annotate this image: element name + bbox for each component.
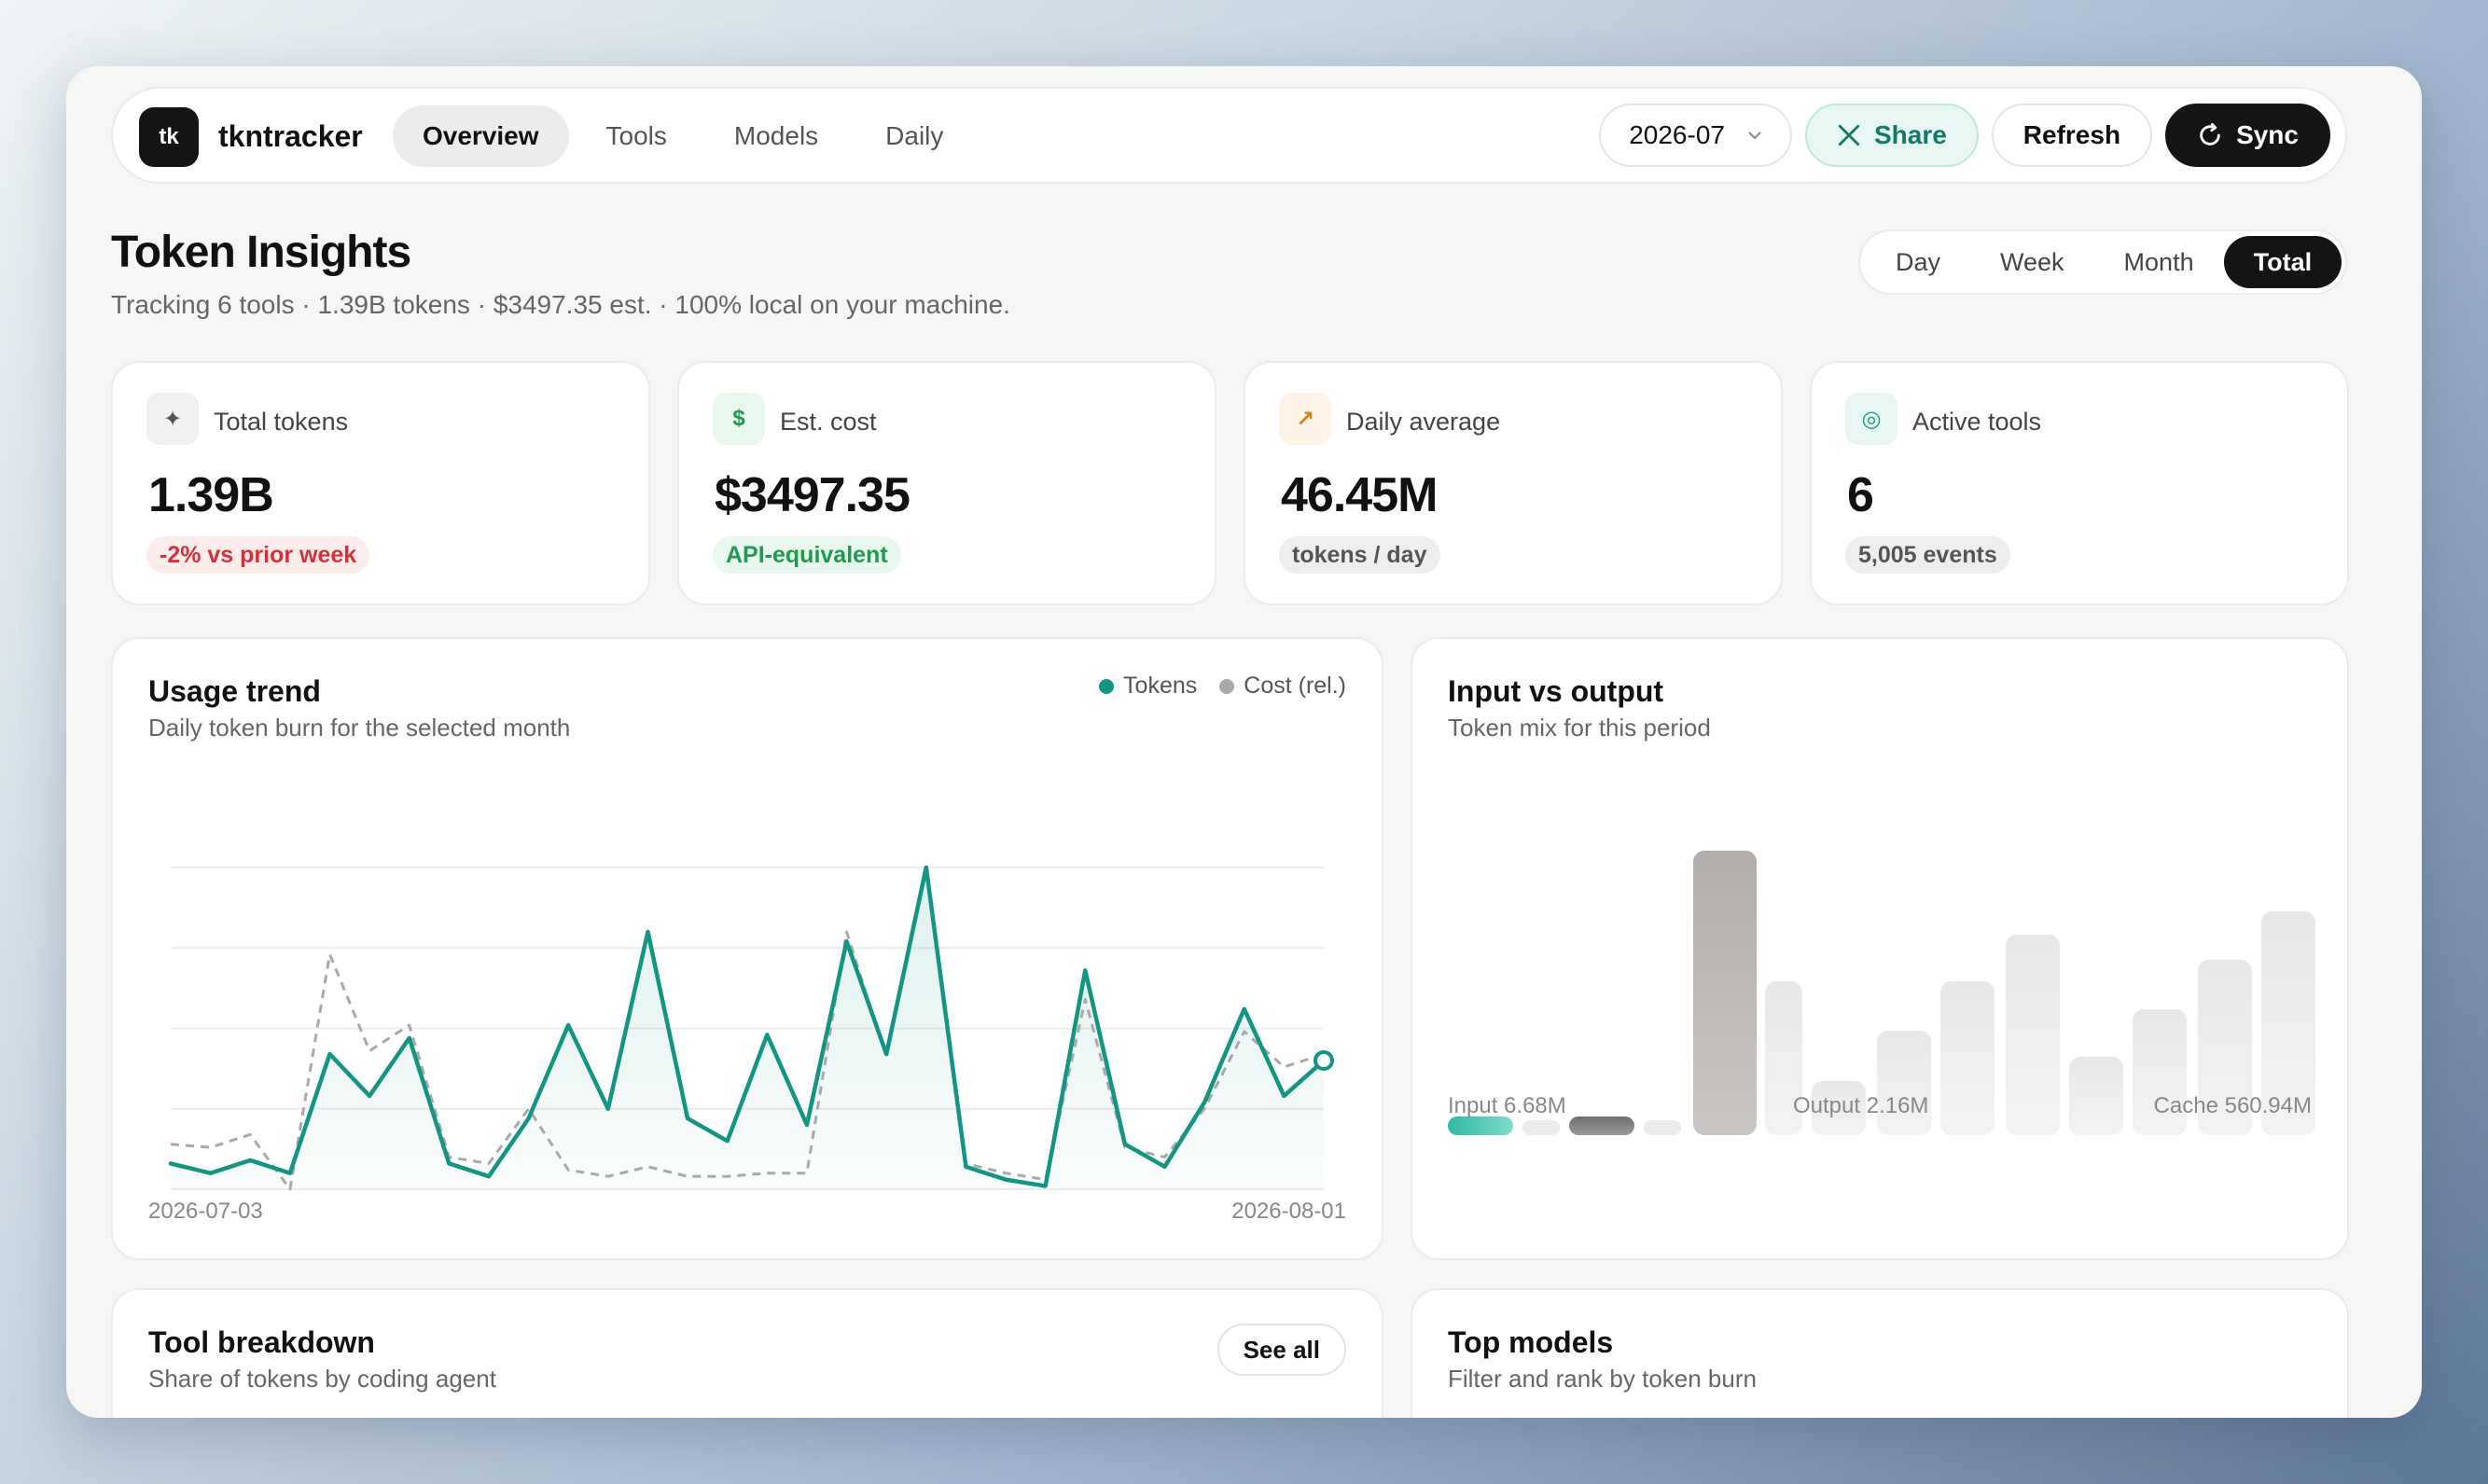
stat-card-total-tokens: ✦ Total tokens 1.39B -2% vs prior week bbox=[111, 361, 650, 605]
stat-card-active-tools: ◎ Active tools 6 5,005 events bbox=[1810, 361, 2349, 605]
range-total[interactable]: Total bbox=[2223, 236, 2342, 288]
stat-label: Active tools bbox=[1912, 408, 2042, 436]
logo-mark: tk bbox=[139, 107, 199, 167]
arrow-up-right-icon: ↗ bbox=[1279, 393, 1331, 445]
month-select-value: 2026-07 bbox=[1629, 120, 1725, 149]
card-title: Usage trend bbox=[148, 674, 321, 708]
last-point-marker[interactable] bbox=[1313, 1050, 1334, 1071]
bar-segment bbox=[1522, 1120, 1560, 1135]
card-title: Top models bbox=[1448, 1325, 1614, 1359]
cache-bar bbox=[1693, 851, 1757, 1135]
brand-name: tkntracker bbox=[218, 119, 363, 153]
sparkle-icon: ✦ bbox=[146, 393, 199, 445]
refresh-icon bbox=[2200, 122, 2220, 146]
card-subtitle: Token mix for this period bbox=[1448, 714, 1711, 742]
refresh-button[interactable]: Refresh bbox=[1991, 104, 2153, 167]
stat-value: 46.45M bbox=[1281, 468, 1438, 522]
input-output-card: Input vs output Token mix for this perio… bbox=[1411, 637, 2349, 1260]
page-title: Token Insights bbox=[111, 228, 411, 277]
series-line-tokens bbox=[168, 865, 1327, 1188]
bar-segment bbox=[1644, 1120, 1681, 1135]
bar-segment bbox=[2069, 1057, 2123, 1135]
stat-card-est-cost: $ Est. cost $3497.35 API-equivalent bbox=[677, 361, 1216, 605]
main-nav: Overview Tools Models Daily bbox=[393, 105, 973, 167]
chevron-down-icon bbox=[1748, 132, 1761, 140]
usage-trend-chart bbox=[168, 865, 1334, 1191]
x-axis-end: 2026-08-01 bbox=[1231, 1199, 1346, 1224]
stat-badge: API-equivalent bbox=[713, 536, 901, 574]
share-button[interactable]: Share bbox=[1804, 104, 1979, 167]
card-title: Input vs output bbox=[1448, 674, 1664, 708]
sync-label: Sync bbox=[2236, 120, 2299, 149]
output-label: Output 2.16M bbox=[1793, 1093, 1929, 1118]
legend-dot bbox=[1219, 678, 1235, 694]
card-subtitle: Daily token burn for the selected month bbox=[148, 714, 571, 742]
share-label: Share bbox=[1873, 120, 1947, 149]
output-bar[interactable] bbox=[1569, 1116, 1634, 1135]
bar-segment bbox=[1765, 981, 1802, 1135]
card-subtitle: Share of tokens by coding agent bbox=[148, 1365, 496, 1393]
range-day[interactable]: Day bbox=[1896, 247, 1941, 276]
input-label: Input 6.68M bbox=[1448, 1093, 1566, 1118]
page-subtitle: Tracking 6 tools · 1.39B tokens · $3497.… bbox=[111, 290, 1010, 319]
sync-button[interactable]: Sync bbox=[2165, 104, 2330, 167]
range-toggle: Day Week Month Total bbox=[1858, 229, 2347, 295]
stat-card-daily-average: ↗ Daily average 46.45M tokens / day bbox=[1244, 361, 1783, 605]
stat-label: Daily average bbox=[1346, 408, 1501, 436]
card-title: Tool breakdown bbox=[148, 1325, 375, 1359]
nav-daily[interactable]: Daily bbox=[885, 121, 944, 150]
stat-badge: tokens / day bbox=[1279, 536, 1440, 574]
stat-label: Total tokens bbox=[214, 408, 349, 436]
legend-dot bbox=[1099, 678, 1115, 694]
target-icon: ◎ bbox=[1845, 393, 1897, 445]
bar-segment bbox=[2198, 960, 2252, 1135]
stat-value: 6 bbox=[1847, 468, 1874, 522]
stat-value: 1.39B bbox=[148, 468, 274, 522]
bar-segment bbox=[1812, 1081, 1866, 1135]
stat-label: Est. cost bbox=[780, 408, 877, 436]
chart-legend: Tokens Cost (rel.) bbox=[1099, 673, 1346, 700]
dollar-icon: $ bbox=[713, 393, 765, 445]
legend-label: Tokens bbox=[1123, 673, 1198, 699]
nav-tools[interactable]: Tools bbox=[605, 121, 667, 150]
bar-segment bbox=[2006, 935, 2060, 1135]
bar-segment bbox=[2133, 1009, 2187, 1135]
nav-models[interactable]: Models bbox=[733, 121, 819, 150]
bar-segment bbox=[1940, 981, 1995, 1135]
bar-segment bbox=[1877, 1031, 1931, 1135]
x-axis-start: 2026-07-03 bbox=[148, 1199, 263, 1224]
month-select[interactable]: 2026-07 bbox=[1599, 104, 1792, 167]
input-bar[interactable] bbox=[1448, 1116, 1513, 1135]
top-models-card: Top models Filter and rank by token burn bbox=[1411, 1288, 2349, 1418]
nav-overview[interactable]: Overview bbox=[393, 105, 569, 167]
cache-label: Cache 560.94M bbox=[2153, 1093, 2312, 1118]
x-logo-icon bbox=[1838, 124, 1860, 146]
bar-segment bbox=[2261, 911, 2315, 1135]
input-output-chart bbox=[1448, 851, 2315, 1135]
range-month[interactable]: Month bbox=[2123, 247, 2194, 276]
top-navigation-bar: tk tkntracker Overview Tools Models Dail… bbox=[111, 87, 2347, 184]
app-window: tk tkntracker Overview Tools Models Dail… bbox=[66, 66, 2422, 1418]
stat-badge: 5,005 events bbox=[1845, 536, 2010, 574]
range-week[interactable]: Week bbox=[2000, 247, 2064, 276]
stat-value: $3497.35 bbox=[715, 468, 910, 522]
card-subtitle: Filter and rank by token burn bbox=[1448, 1365, 1757, 1393]
tool-breakdown-card: Tool breakdown Share of tokens by coding… bbox=[111, 1288, 1383, 1418]
stat-badge: -2% vs prior week bbox=[146, 536, 370, 574]
legend-cost[interactable]: Cost (rel.) bbox=[1219, 673, 1346, 700]
top-actions: 2026-07 Share Refresh Sync bbox=[1599, 104, 2330, 167]
legend-tokens[interactable]: Tokens bbox=[1099, 673, 1197, 700]
legend-label: Cost (rel.) bbox=[1244, 673, 1346, 699]
usage-trend-card: Usage trend Daily token burn for the sel… bbox=[111, 637, 1383, 1260]
see-all-button[interactable]: See all bbox=[1216, 1324, 1346, 1376]
